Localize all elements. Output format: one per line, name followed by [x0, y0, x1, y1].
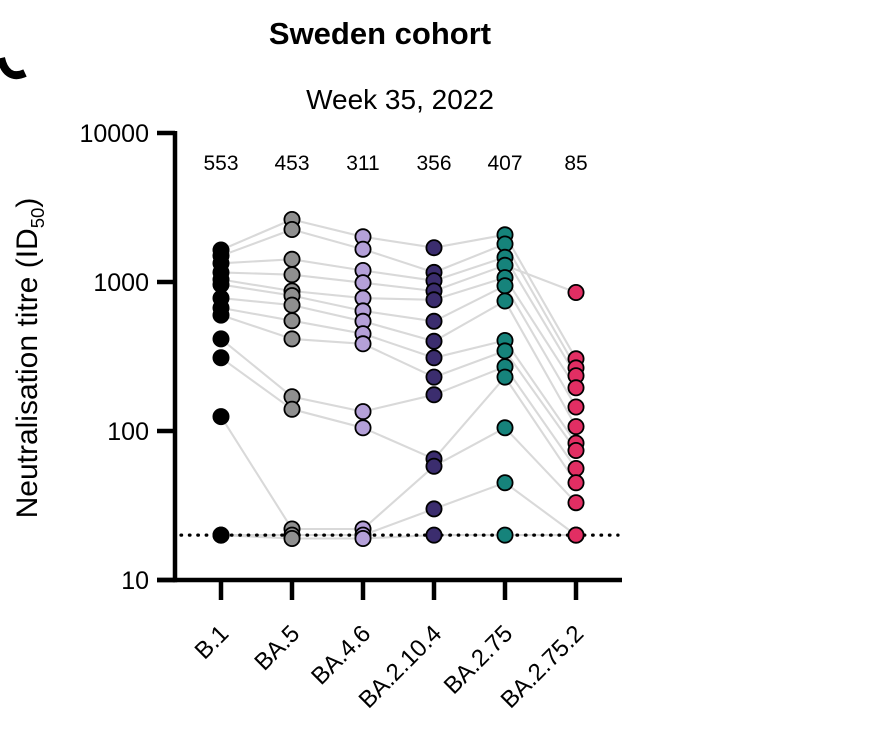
participant-line — [220, 218, 577, 360]
participant-line — [220, 283, 577, 408]
data-point — [425, 386, 443, 404]
data-point — [354, 335, 372, 353]
data-point — [567, 379, 585, 397]
data-point — [567, 526, 585, 544]
data-point — [283, 266, 301, 284]
y-tick-label: 1000 — [93, 269, 149, 297]
data-point — [283, 330, 301, 348]
gmt-value-label: 85 — [564, 152, 587, 175]
participant-line — [220, 256, 577, 377]
gmt-value-label: 356 — [416, 152, 451, 175]
panel-letter-fragment — [0, 56, 27, 80]
data-point — [496, 292, 514, 310]
data-point — [567, 494, 585, 512]
participant-line — [220, 306, 577, 444]
data-point — [212, 306, 230, 324]
data-point — [354, 240, 372, 258]
participant-line — [220, 276, 577, 389]
data-point — [567, 418, 585, 436]
data-point — [425, 349, 443, 367]
data-point — [354, 530, 372, 548]
data-point — [496, 342, 514, 360]
data-point — [567, 283, 585, 301]
data-point — [354, 403, 372, 421]
data-point — [354, 274, 372, 292]
participant-line — [220, 416, 577, 531]
participant-line — [220, 297, 577, 428]
data-point — [283, 296, 301, 314]
data-point — [425, 239, 443, 257]
data-point — [425, 291, 443, 309]
data-point — [354, 419, 372, 437]
data-point — [496, 419, 514, 437]
data-point — [567, 474, 585, 492]
data-point — [496, 277, 514, 295]
gmt-value-label: 553 — [203, 152, 238, 175]
gmt-value-label: 453 — [274, 152, 309, 175]
participant-line — [220, 338, 577, 470]
participant-line — [220, 264, 577, 294]
data-point — [496, 474, 514, 492]
data-point — [212, 330, 230, 348]
data-point — [212, 526, 230, 544]
data-point — [283, 220, 301, 238]
chart-title: Sweden cohort — [268, 16, 492, 51]
x-category-label: BA.4.6 — [306, 620, 376, 690]
data-point — [496, 526, 514, 544]
participant-line — [220, 314, 577, 452]
data-point — [567, 398, 585, 416]
x-category-label: BA.5 — [249, 620, 305, 676]
data-point — [425, 457, 443, 475]
data-point — [425, 368, 443, 386]
data-point — [425, 312, 443, 330]
gmt-value-label: 311 — [346, 152, 379, 175]
gmt-value-label: 407 — [487, 152, 522, 175]
data-point — [425, 332, 443, 350]
x-category-label: B.1 — [190, 620, 235, 665]
data-point — [283, 312, 301, 330]
participant-line — [220, 228, 577, 369]
data-point — [212, 349, 230, 367]
data-point — [567, 441, 585, 459]
participant-line — [220, 356, 577, 484]
y-tick-label: 10 — [121, 567, 149, 595]
y-tick-label: 10000 — [79, 120, 149, 148]
chart-subtitle: Week 35, 2022 — [306, 84, 494, 115]
data-point — [425, 526, 443, 544]
y-tick-label: 100 — [107, 418, 149, 446]
participant-line — [221, 481, 577, 537]
data-point — [567, 459, 585, 477]
data-point — [212, 408, 230, 426]
data-point — [283, 400, 301, 418]
data-point — [425, 500, 443, 518]
data-point — [496, 368, 514, 386]
data-point — [283, 530, 301, 548]
data-point — [283, 250, 301, 268]
